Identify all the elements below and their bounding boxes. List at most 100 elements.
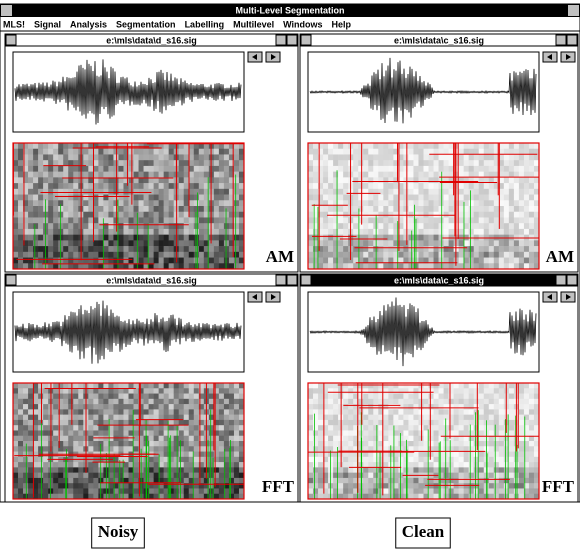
spectrogram-cell [73, 206, 78, 212]
spectrogram-cell [88, 467, 93, 473]
spectrogram-cell [134, 488, 139, 494]
menu-item[interactable]: Help [332, 19, 352, 29]
menu-item[interactable]: Labelling [185, 19, 225, 29]
spectrogram-cell [529, 399, 534, 405]
window-menu-button[interactable] [6, 35, 16, 45]
scroll-button[interactable] [568, 5, 579, 16]
spectrogram-cell [28, 446, 33, 452]
spectrogram-cell [53, 189, 58, 195]
window-menu-button[interactable] [301, 275, 311, 285]
spectrogram-cell [489, 467, 494, 473]
spectrogram-cell [149, 154, 154, 160]
spectrogram-cell [343, 420, 348, 426]
spectrogram-cell [18, 258, 23, 264]
menu-item[interactable]: MLS! [3, 19, 25, 29]
menu-item[interactable]: Signal [34, 19, 61, 29]
spectrogram-cell [373, 430, 378, 436]
spectrogram-cell [444, 160, 449, 166]
spectrogram-cell [18, 189, 23, 195]
spectrogram-cell [313, 425, 318, 431]
spectrogram-cell [459, 488, 464, 494]
spectrogram-cell [88, 206, 93, 212]
spectrogram-cell [333, 235, 338, 241]
spectrogram-cell [93, 200, 98, 206]
spectrogram-cell [529, 160, 534, 166]
spectrogram-cell [429, 166, 434, 172]
spectrogram-cell [28, 172, 33, 178]
spectrogram-cell [368, 473, 373, 479]
spectrogram-cell [23, 420, 28, 426]
spectrogram-cell [98, 388, 103, 394]
spectrogram-cell [313, 172, 318, 178]
spectrogram-cell [234, 149, 239, 155]
maximize-button[interactable] [567, 35, 577, 45]
spectrogram-cell [98, 206, 103, 212]
spectrogram-cell [18, 177, 23, 183]
spectrogram-cell [93, 394, 98, 400]
spectrogram-cell [363, 457, 368, 463]
maximize-button[interactable] [567, 275, 577, 285]
spectrogram-cell [184, 457, 189, 463]
maximize-button[interactable] [287, 275, 297, 285]
minimize-button[interactable] [276, 275, 286, 285]
spectrogram-cell [234, 383, 239, 389]
spectrogram-cell [174, 488, 179, 494]
spectrogram-cell [38, 166, 43, 172]
spectrogram-cell [129, 252, 134, 258]
spectrogram-cell [429, 195, 434, 201]
spectrogram-cell [429, 154, 434, 160]
spectrogram-cell [18, 388, 23, 394]
spectrogram-cell [214, 229, 219, 235]
spectrogram-cell [224, 240, 229, 246]
page: {"app": {"title": "Multi-Level Segmentat… [0, 0, 580, 551]
spectrogram-cell [38, 143, 43, 149]
menu-item[interactable]: Multilevel [233, 19, 274, 29]
spectrogram-cell [194, 452, 199, 458]
spectrogram-cell [308, 441, 313, 447]
spectrogram-cell [229, 409, 234, 415]
spectrogram-cell [464, 383, 469, 389]
window-menu-button[interactable] [301, 35, 311, 45]
spectrogram-cell [434, 394, 439, 400]
spectrogram-cell [83, 240, 88, 246]
spectrogram-cell [388, 436, 393, 442]
spectrogram-cell [38, 149, 43, 155]
spectrogram-cell [444, 452, 449, 458]
minimize-button[interactable] [556, 35, 566, 45]
spectrogram-cell [48, 200, 53, 206]
spectrogram-cell [373, 394, 378, 400]
spectrogram-cell [388, 183, 393, 189]
spectrogram-cell [348, 399, 353, 405]
spectrogram-cell [509, 263, 514, 269]
menu-item[interactable]: Segmentation [116, 19, 176, 29]
minimize-button[interactable] [556, 275, 566, 285]
menu-item[interactable]: Analysis [70, 19, 107, 29]
spectrogram-cell [63, 415, 68, 421]
spectrogram-cell [424, 172, 429, 178]
spectrogram-cell [489, 452, 494, 458]
system-menu-button[interactable] [1, 5, 12, 16]
spectrogram-cell [134, 388, 139, 394]
spectrogram-cell [134, 240, 139, 246]
spectrogram-cell [474, 240, 479, 246]
spectrogram-cell [343, 457, 348, 463]
menu-item[interactable]: Windows [283, 19, 322, 29]
spectrogram-cell [13, 235, 18, 241]
spectrogram-cell [499, 252, 504, 258]
spectrogram-cell [224, 177, 229, 183]
spectrogram-cell [424, 409, 429, 415]
spectrogram-cell [179, 206, 184, 212]
spectrogram-cell [418, 452, 423, 458]
window-menu-button[interactable] [6, 275, 16, 285]
spectrogram-cell [439, 223, 444, 229]
spectrogram-cell [494, 217, 499, 223]
spectrogram-cell [348, 415, 353, 421]
spectrogram-cell [129, 149, 134, 155]
minimize-button[interactable] [276, 35, 286, 45]
spectrogram-cell [18, 430, 23, 436]
spectrogram-cell [474, 246, 479, 252]
spectrogram-cell [154, 430, 159, 436]
spectrogram-cell [504, 154, 509, 160]
spectrogram-cell [13, 415, 18, 421]
maximize-button[interactable] [287, 35, 297, 45]
